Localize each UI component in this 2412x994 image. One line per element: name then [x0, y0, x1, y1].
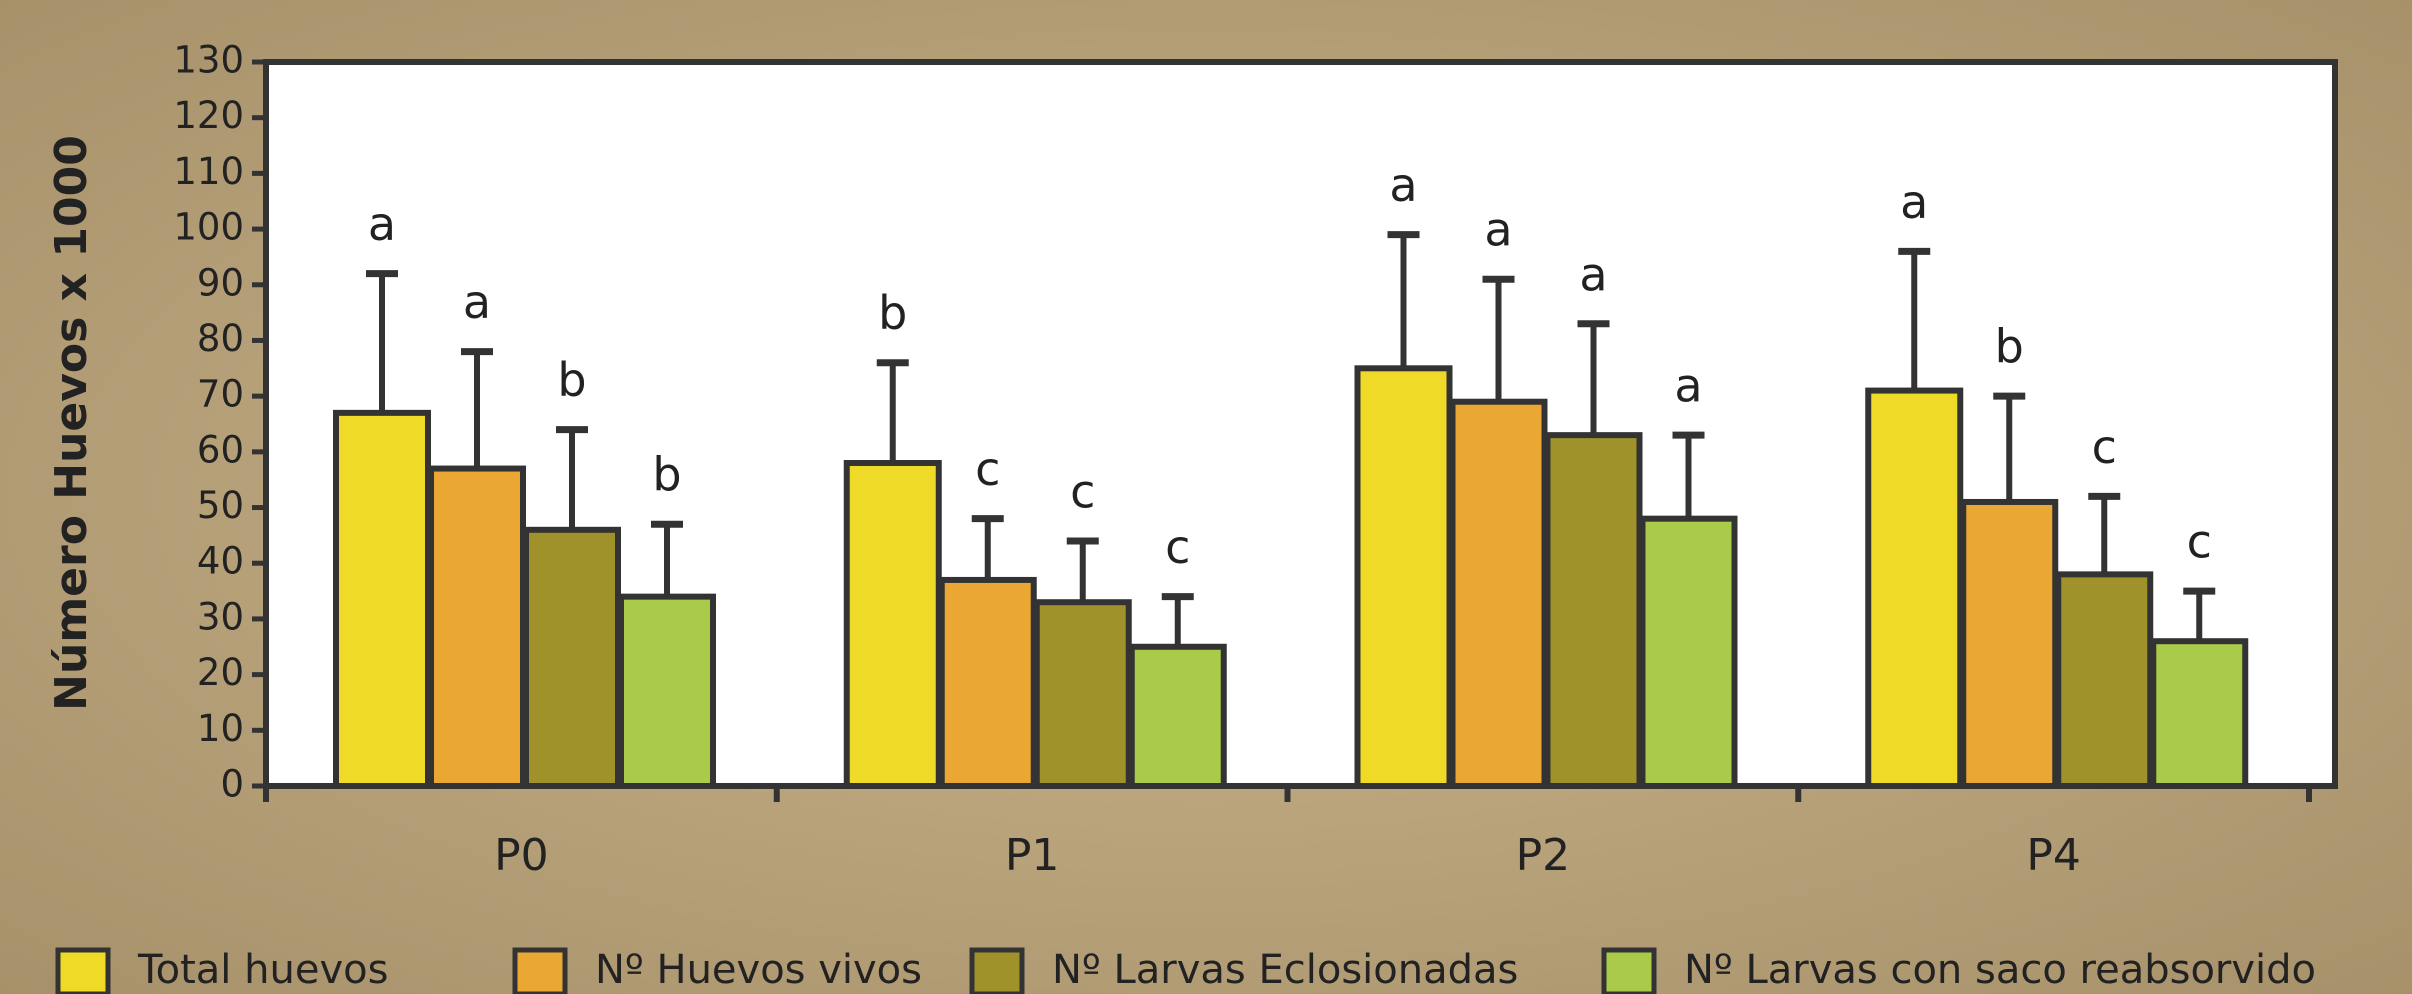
bar: [1643, 519, 1735, 786]
legend-swatch: [58, 950, 108, 994]
legend-swatch: [515, 950, 565, 994]
bar: [2153, 641, 2245, 786]
y-tick-label: 60: [197, 428, 244, 471]
bar: [336, 413, 428, 786]
bar: [431, 469, 523, 786]
x-tick-label: P1: [1005, 830, 1060, 881]
y-tick-label: 130: [173, 39, 244, 82]
bar: [942, 580, 1034, 786]
significance-label: c: [1165, 520, 1190, 574]
significance-label: b: [557, 353, 586, 407]
legend-label: Nº Larvas Eclosionadas: [1052, 947, 1518, 993]
x-tick-label: P4: [2026, 830, 2081, 881]
significance-label: a: [463, 275, 491, 329]
bar: [1037, 602, 1129, 786]
bar: [847, 463, 939, 786]
significance-label: b: [652, 448, 681, 502]
bar: [526, 530, 618, 786]
y-tick-label: 20: [197, 651, 244, 694]
y-tick-label: 40: [197, 540, 244, 583]
y-tick-label: 30: [197, 595, 244, 638]
legend-swatch: [972, 950, 1022, 994]
significance-label: c: [2092, 420, 2117, 474]
y-tick-label: 120: [173, 94, 244, 137]
legend-label: Nº Huevos vivos: [595, 947, 922, 993]
y-tick-label: 70: [197, 373, 244, 416]
y-axis-label: Número Huevos x 1000: [46, 135, 97, 711]
y-tick-label: 50: [197, 484, 244, 527]
legend-swatch: [1604, 950, 1654, 994]
significance-label: b: [1995, 320, 2024, 374]
bar: [621, 597, 713, 786]
y-tick-label: 0: [220, 763, 244, 806]
bar: [2058, 574, 2150, 786]
significance-label: a: [368, 197, 396, 251]
bar: [1358, 368, 1450, 786]
significance-label: a: [1389, 158, 1417, 212]
significance-label: a: [1900, 175, 1928, 229]
x-tick-label: P2: [1516, 830, 1571, 881]
significance-label: b: [878, 286, 907, 340]
legend-label: Total huevos: [137, 947, 388, 993]
chart: Número Huevos x 1000 0 10 20 30 40 50 60 70 80 90…: [0, 0, 2412, 994]
significance-label: a: [1579, 247, 1607, 301]
y-tick-label: 80: [197, 317, 244, 360]
legend-label: Nº Larvas con saco reabsorvido: [1684, 947, 2316, 993]
significance-label: c: [2187, 515, 2212, 569]
x-tick-label: P0: [494, 830, 549, 881]
significance-label: c: [1070, 464, 1095, 518]
bar: [1868, 391, 1960, 786]
bar: [1132, 647, 1224, 786]
bar: [1963, 502, 2055, 786]
y-tick-label: 10: [197, 707, 244, 750]
bar: [1453, 402, 1545, 786]
bar: [1548, 435, 1640, 786]
significance-label: a: [1484, 203, 1512, 257]
y-tick-label: 110: [173, 150, 244, 193]
y-tick-label: 100: [173, 206, 244, 249]
significance-label: c: [975, 442, 1000, 496]
significance-label: a: [1674, 359, 1702, 413]
y-tick-label: 90: [197, 261, 244, 304]
